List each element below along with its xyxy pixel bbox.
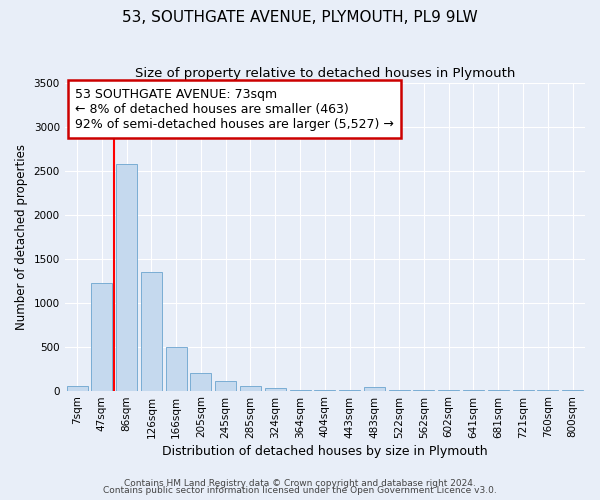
Bar xyxy=(364,387,385,390)
Bar xyxy=(265,388,286,390)
Bar xyxy=(215,381,236,390)
Text: 53, SOUTHGATE AVENUE, PLYMOUTH, PL9 9LW: 53, SOUTHGATE AVENUE, PLYMOUTH, PL9 9LW xyxy=(122,10,478,25)
Text: 53 SOUTHGATE AVENUE: 73sqm
← 8% of detached houses are smaller (463)
92% of semi: 53 SOUTHGATE AVENUE: 73sqm ← 8% of detac… xyxy=(75,88,394,130)
Bar xyxy=(91,282,112,391)
X-axis label: Distribution of detached houses by size in Plymouth: Distribution of detached houses by size … xyxy=(162,444,488,458)
Bar xyxy=(141,272,162,390)
Text: Contains public sector information licensed under the Open Government Licence v3: Contains public sector information licen… xyxy=(103,486,497,495)
Text: Contains HM Land Registry data © Crown copyright and database right 2024.: Contains HM Land Registry data © Crown c… xyxy=(124,478,476,488)
Bar xyxy=(166,346,187,391)
Title: Size of property relative to detached houses in Plymouth: Size of property relative to detached ho… xyxy=(134,68,515,80)
Y-axis label: Number of detached properties: Number of detached properties xyxy=(15,144,28,330)
Bar xyxy=(116,164,137,390)
Bar xyxy=(190,373,211,390)
Bar xyxy=(240,386,261,390)
Bar xyxy=(67,386,88,390)
